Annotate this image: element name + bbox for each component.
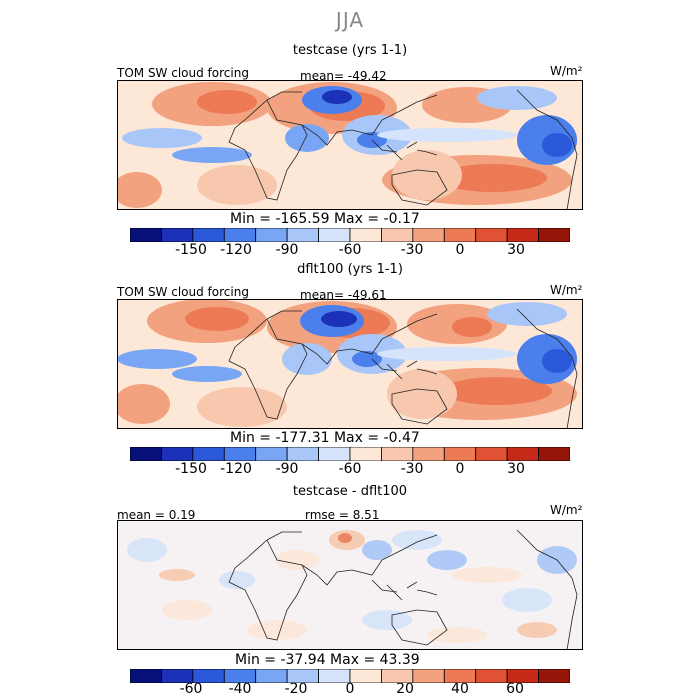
colorbar-swatch bbox=[538, 669, 570, 683]
panel-2-min-max: Min = -177.31 Max = -0.47 bbox=[230, 430, 420, 446]
panel-2-tick: -90 bbox=[275, 461, 299, 477]
colorbar-swatch bbox=[130, 669, 162, 683]
panel-2-units: W/m² bbox=[550, 283, 583, 297]
colorbar-swatch bbox=[349, 228, 382, 242]
panel-3-min-max: Min = -37.94 Max = 43.39 bbox=[235, 652, 420, 668]
colorbar-swatch bbox=[130, 228, 162, 242]
colorbar-swatch bbox=[475, 447, 508, 461]
panel-2-tick: -30 bbox=[400, 461, 424, 477]
panel-2-map bbox=[117, 299, 583, 429]
panel-1-tick: -30 bbox=[400, 242, 424, 258]
panel-2-title: dflt100 (yrs 1-1) bbox=[297, 262, 403, 277]
panel-1-tick: 0 bbox=[455, 242, 465, 258]
season-title: JJA bbox=[335, 8, 365, 32]
colorbar-swatch bbox=[318, 228, 351, 242]
panel-2-mean-label: mean= -49.61 bbox=[300, 288, 387, 302]
colorbar-swatch bbox=[192, 228, 225, 242]
panel-2-tick: -60 bbox=[338, 461, 362, 477]
colorbar-swatch bbox=[192, 447, 225, 461]
panel-3-tick: 60 bbox=[506, 681, 524, 697]
panel-2-tick: -120 bbox=[220, 461, 252, 477]
panel-2-tick: 30 bbox=[507, 461, 525, 477]
colorbar-swatch bbox=[318, 447, 351, 461]
colorbar-swatch bbox=[475, 228, 508, 242]
panel-2-tick: 0 bbox=[455, 461, 465, 477]
colorbar-swatch bbox=[412, 228, 445, 242]
panel-1-mean-label: mean= -49.42 bbox=[300, 69, 387, 83]
panel-1-title: testcase (yrs 1-1) bbox=[292, 43, 408, 58]
panel-3-mean-label: mean = 0.19 bbox=[117, 508, 196, 522]
panel-3-tick: -60 bbox=[179, 681, 203, 697]
panel-2-variable-label: TOM SW cloud forcing bbox=[117, 285, 249, 299]
panel-1-map bbox=[117, 80, 583, 210]
panel-3-tick: 40 bbox=[451, 681, 469, 697]
colorbar-swatch bbox=[475, 669, 508, 683]
colorbar-swatch bbox=[538, 228, 570, 242]
colorbar-swatch bbox=[506, 447, 539, 461]
panel-1-tick: -90 bbox=[275, 242, 299, 258]
colorbar-swatch bbox=[286, 228, 319, 242]
panel-1-tick: -60 bbox=[338, 242, 362, 258]
colorbar-swatch bbox=[381, 228, 414, 242]
colorbar-swatch bbox=[349, 447, 382, 461]
panel-3-units: W/m² bbox=[550, 503, 583, 517]
panel-2-colorbar bbox=[130, 447, 570, 461]
colorbar-swatch bbox=[286, 447, 319, 461]
colorbar-swatch bbox=[255, 669, 288, 683]
colorbar-swatch bbox=[349, 669, 382, 683]
panel-3-tick: -40 bbox=[228, 681, 252, 697]
colorbar-swatch bbox=[412, 447, 445, 461]
panel-1-colorbar bbox=[130, 228, 570, 242]
colorbar-swatch bbox=[255, 447, 288, 461]
panel-1-variable-label: TOM SW cloud forcing bbox=[117, 66, 249, 80]
panel-3-tick: 20 bbox=[396, 681, 414, 697]
panel-1-min-max: Min = -165.59 Max = -0.17 bbox=[230, 211, 420, 227]
colorbar-swatch bbox=[161, 228, 194, 242]
colorbar-swatch bbox=[223, 228, 257, 242]
colorbar-swatch bbox=[443, 447, 477, 461]
panel-3-colorbar bbox=[130, 669, 570, 683]
panel-1-tick: -150 bbox=[175, 242, 207, 258]
colorbar-swatch bbox=[381, 447, 414, 461]
colorbar-swatch bbox=[412, 669, 445, 683]
colorbar-swatch bbox=[506, 228, 539, 242]
panel-3-tick: -20 bbox=[284, 681, 308, 697]
colorbar-swatch bbox=[443, 228, 477, 242]
panel-1-tick: -120 bbox=[220, 242, 252, 258]
panel-1-tick: 30 bbox=[507, 242, 525, 258]
panel-3-map bbox=[117, 520, 583, 650]
panel-3-rmse-label: rmse = 8.51 bbox=[305, 508, 380, 522]
panel-3-tick: 0 bbox=[345, 681, 355, 697]
colorbar-swatch bbox=[255, 228, 288, 242]
panel-1-units: W/m² bbox=[550, 64, 583, 78]
colorbar-swatch bbox=[130, 447, 162, 461]
panel-3-title: testcase - dflt100 bbox=[292, 484, 408, 499]
colorbar-swatch bbox=[161, 447, 194, 461]
colorbar-swatch bbox=[538, 447, 570, 461]
colorbar-swatch bbox=[223, 447, 257, 461]
panel-2-tick: -150 bbox=[175, 461, 207, 477]
